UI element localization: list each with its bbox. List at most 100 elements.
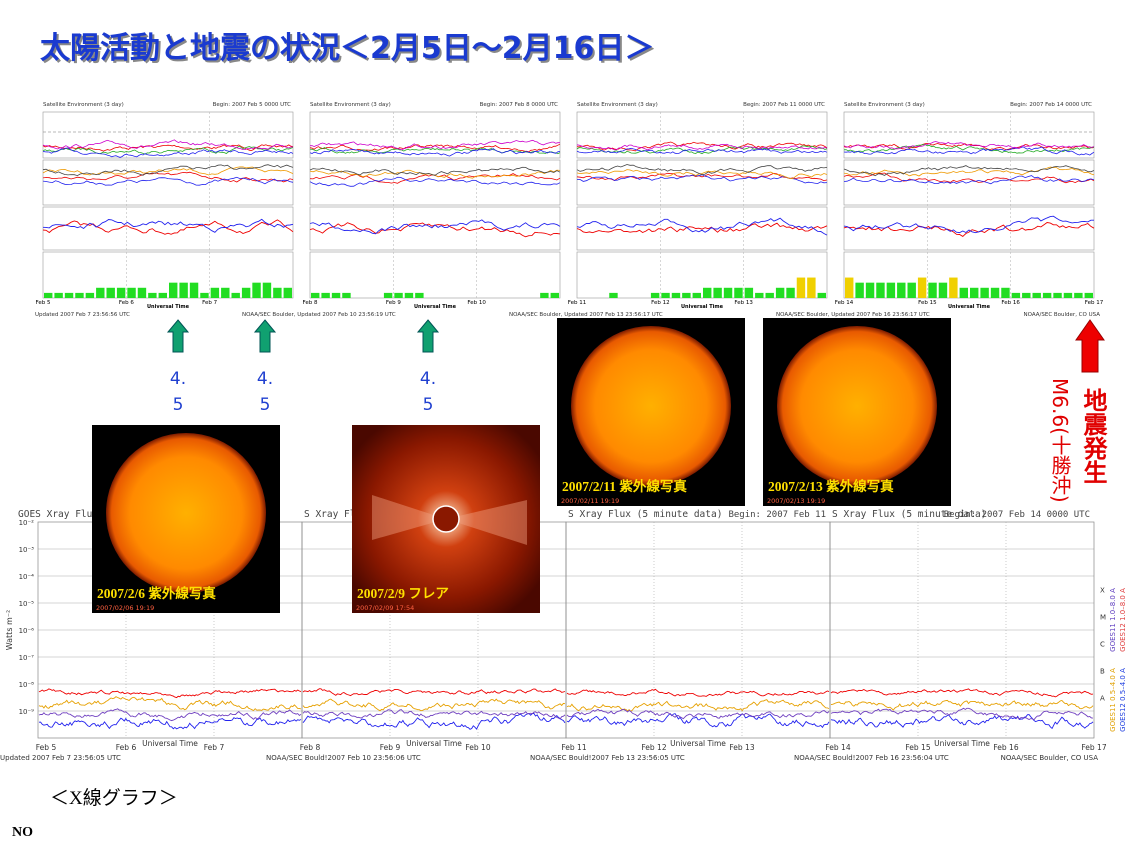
kp-bar xyxy=(723,287,733,298)
kp-bar xyxy=(865,282,875,298)
x-label: Feb 11 xyxy=(561,743,586,752)
kp-bar xyxy=(106,287,115,298)
kp-bar xyxy=(116,287,126,298)
electron-line xyxy=(309,176,561,187)
proton-line xyxy=(42,145,294,155)
legend-entry: GOES11 1.0–8.0 A xyxy=(1109,588,1117,652)
kp-bar xyxy=(1063,292,1073,298)
kp-bar xyxy=(855,282,864,298)
panel-header: Satellite Environment (3 day) xyxy=(844,102,925,108)
electron-line xyxy=(843,175,1095,185)
xray-line xyxy=(302,688,566,697)
subplot xyxy=(309,111,561,159)
kp-bar xyxy=(273,287,282,298)
sun xyxy=(106,433,266,593)
axis-label: Universal Time xyxy=(142,739,198,748)
kp-bar xyxy=(200,292,209,298)
electron-line xyxy=(576,169,828,180)
kp-bar xyxy=(734,287,743,298)
x-label: Feb 12 xyxy=(641,743,666,752)
x-label: Feb 17 xyxy=(1085,300,1104,306)
kp-bar xyxy=(755,292,764,298)
title: 太陽活動と地震の状況＜2月5日～2月16日＞ xyxy=(40,31,654,66)
y-tick-label: 10⁻⁷ xyxy=(19,654,35,662)
footer: NOAA/SEC Bould!2007 Feb 10 23:56:06 UTC xyxy=(266,754,421,762)
kp-bar xyxy=(1022,292,1031,298)
xray-line xyxy=(38,708,302,722)
kp-bar xyxy=(550,292,559,298)
proton-line xyxy=(309,148,561,157)
kp-bar xyxy=(221,287,230,298)
kp-bar xyxy=(54,292,63,298)
kp-bar xyxy=(692,292,701,298)
y-tick-label: 10⁻⁸ xyxy=(19,681,35,689)
kp-bar xyxy=(252,282,261,298)
kp-bar xyxy=(383,292,393,298)
x-label: Feb 14 xyxy=(835,300,854,306)
quake-detail: M6.6(十勝沖) xyxy=(1048,378,1072,503)
y-tick-label: 10⁻³ xyxy=(19,546,35,554)
kp-bar xyxy=(938,282,948,298)
kp-bar xyxy=(671,292,681,298)
class-label: B xyxy=(1100,668,1105,676)
kp-bar xyxy=(817,292,826,298)
xray-plot xyxy=(829,521,1095,739)
kp-bar xyxy=(897,282,906,298)
kp-bar xyxy=(682,292,691,298)
subplot xyxy=(42,159,294,206)
footer: NOAA/SEC Boulder, Updated 2007 Feb 10 23… xyxy=(242,312,396,318)
kp-bar xyxy=(786,287,795,298)
xray-line xyxy=(302,712,566,730)
x-label: Feb 16 xyxy=(1001,300,1020,306)
photo-caption: 2007/2/9 フレア xyxy=(357,586,449,601)
photos: 2007/2/6 紫外線写真 2007/02/06 19:19 2007/2/9 フ… xyxy=(92,318,951,613)
subplot xyxy=(576,111,828,159)
kp-bar xyxy=(713,287,722,298)
hp-line xyxy=(843,215,1094,234)
x-label: Feb 11 xyxy=(568,300,587,306)
kp-bar xyxy=(85,292,95,298)
x-label: Feb 7 xyxy=(204,743,225,752)
proton-line xyxy=(576,141,828,152)
legend-entry: GOES12 1.0–8.0 A xyxy=(1119,588,1127,652)
subplot xyxy=(843,251,1095,299)
axis-label: Universal Time xyxy=(934,739,990,748)
kp-bar xyxy=(311,292,320,298)
kp-bar xyxy=(148,292,157,298)
arrow-label: 4. xyxy=(420,369,436,389)
proton-line xyxy=(843,146,1095,156)
panel-header: Satellite Environment (3 day) xyxy=(310,102,391,108)
x-label: Feb 9 xyxy=(386,300,401,306)
photo-stamp: 2007/02/09 17:54 xyxy=(356,604,414,612)
subplot xyxy=(42,111,294,159)
arrows: 4. 5 4. 5 4. 5 xyxy=(166,319,1105,415)
footer: Updated 2007 Feb 7 23:56:56 UTC xyxy=(35,312,130,318)
footer: NOAA/SEC Bould!2007 Feb 13 23:56:05 UTC xyxy=(530,754,685,762)
xray-line xyxy=(566,708,830,720)
arrow-label: 5 xyxy=(260,395,271,415)
sun xyxy=(571,326,731,486)
kp-bar xyxy=(394,292,403,298)
green-arrow xyxy=(253,319,277,353)
kp-bar xyxy=(949,277,958,298)
kp-bar xyxy=(876,282,885,298)
electron-line xyxy=(42,164,294,177)
kp-bar xyxy=(970,287,979,298)
y-tick-label: 10⁻⁶ xyxy=(19,627,35,635)
axis-label: Universal Time xyxy=(147,304,190,310)
footer: NOAA/SEC Bould!2007 Feb 16 23:56:04 UTC xyxy=(794,754,949,762)
green-arrow xyxy=(166,319,190,353)
panel-header: Begin: 2007 Feb 5 0000 UTC xyxy=(213,102,292,108)
photo-stamp: 2007/02/06 19:19 xyxy=(96,604,154,612)
class-label: X xyxy=(1100,587,1105,595)
arrow-label: 5 xyxy=(423,395,434,415)
x-label: Feb 16 xyxy=(993,743,1018,752)
kp-bar xyxy=(210,287,220,298)
subplot xyxy=(309,159,561,206)
x-label: Feb 14 xyxy=(825,743,850,752)
panel-header: Begin: 2007 Feb 11 0000 UTC xyxy=(743,102,825,108)
x-label: Feb 5 xyxy=(36,300,51,306)
y-tick-label: 10⁻⁵ xyxy=(19,600,35,608)
proton-line xyxy=(42,139,294,150)
